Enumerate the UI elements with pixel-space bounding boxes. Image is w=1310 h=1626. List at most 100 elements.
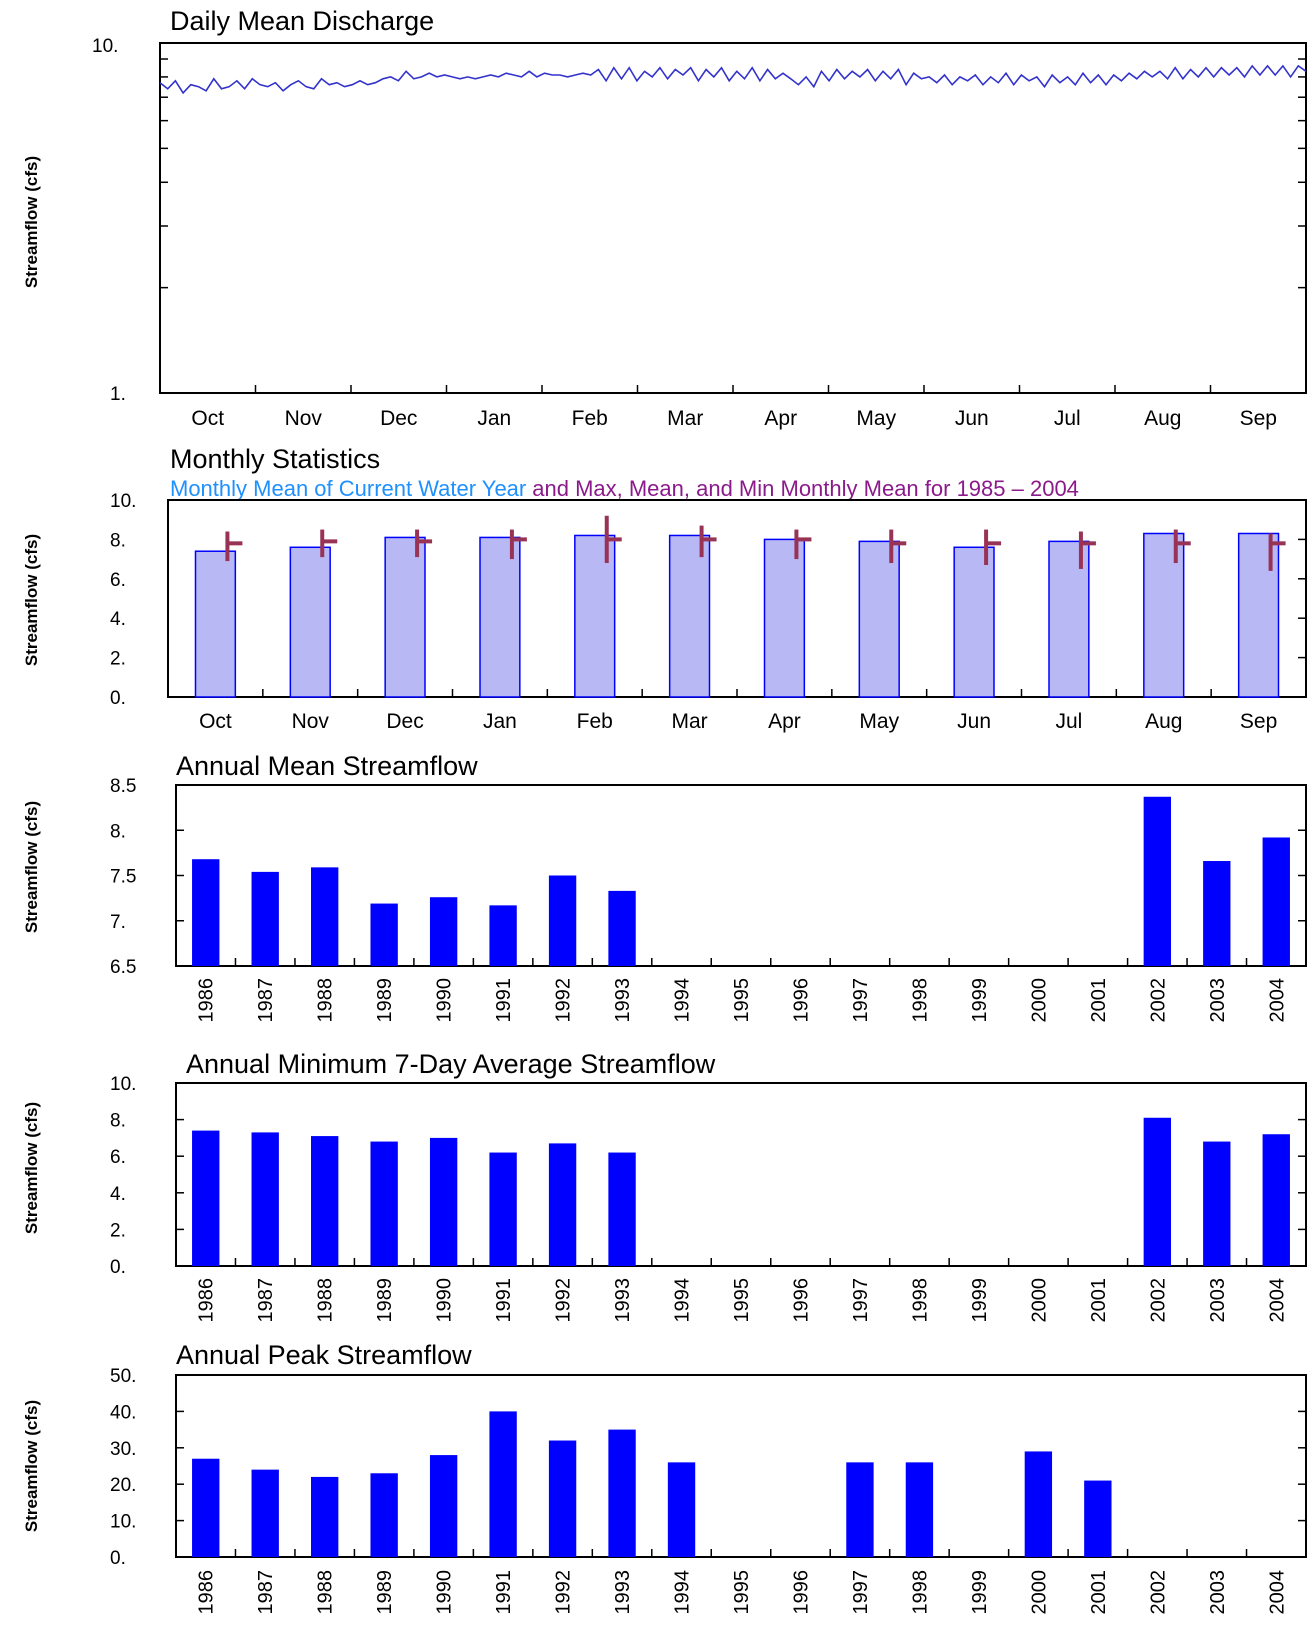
monthly-x-label-feb: Feb xyxy=(577,710,613,733)
monthly-statistics-bars xyxy=(194,532,1280,698)
daily-discharge-y-label: Streamflow (cfs) xyxy=(22,156,41,288)
annual-x-label-2002: 2002 xyxy=(1147,978,1169,1023)
daily-x-label-aug: Aug xyxy=(1144,407,1181,430)
annual-min7-ticks xyxy=(234,1258,1248,1266)
daily-discharge-title: Daily Mean Discharge xyxy=(170,6,434,36)
annual-x-label-1991: 1991 xyxy=(493,1570,515,1615)
monthly-x-label-apr: Apr xyxy=(768,710,801,733)
annual-bar-1994 xyxy=(667,1462,696,1557)
annual-x-label-1995: 1995 xyxy=(731,1278,753,1323)
monthly-bar-may xyxy=(858,540,900,698)
annual-ytick-2-: 2. xyxy=(110,1220,126,1241)
annual-x-label-2004: 2004 xyxy=(1266,978,1288,1023)
monthly-bar-jan xyxy=(479,536,521,698)
annual-x-label-2001: 2001 xyxy=(1088,1570,1110,1615)
annual-bar-1986 xyxy=(192,859,220,966)
annual-x-label-1995: 1995 xyxy=(731,978,753,1023)
annual-peak-plot-frame xyxy=(175,1374,1307,1558)
annual-x-label-1988: 1988 xyxy=(315,1278,337,1323)
annual-x-label-1993: 1993 xyxy=(612,978,634,1023)
annual-x-label-1987: 1987 xyxy=(255,978,277,1023)
annual-x-label-1996: 1996 xyxy=(790,978,812,1023)
annual-x-label-1994: 1994 xyxy=(672,1570,694,1615)
annual-bar-1987 xyxy=(251,1469,279,1557)
annual-x-label-1996: 1996 xyxy=(790,1278,812,1323)
annual-mean-y-ticks: 6.5 7. 7.5 8. 8.5 xyxy=(110,776,1306,978)
annual-peak-title: Annual Peak Streamflow xyxy=(176,1340,472,1370)
monthly-ytick-8-: 8. xyxy=(110,530,126,551)
annual-ytick-4-: 4. xyxy=(110,1184,126,1205)
monthly-x-label-aug: Aug xyxy=(1145,710,1182,733)
monthly-statistics-markers xyxy=(225,515,1286,571)
monthly-x-label-oct: Oct xyxy=(199,710,232,733)
daily-x-label-jun: Jun xyxy=(955,407,989,430)
annual-bar-1992 xyxy=(548,1440,577,1557)
annual-ytick-7-: 7. xyxy=(110,912,126,933)
annual-mean-ticks xyxy=(234,958,1248,966)
annual-x-label-2004: 2004 xyxy=(1266,1570,1288,1615)
annual-x-label-1989: 1989 xyxy=(374,978,396,1023)
annual-x-label-1989: 1989 xyxy=(374,1570,396,1615)
monthly-bar-jun xyxy=(953,546,995,698)
annual-x-label-1998: 1998 xyxy=(909,1570,931,1615)
annual-bar-1986 xyxy=(192,1458,220,1557)
annual-bar-1988 xyxy=(311,1476,339,1557)
annual-peak-y-label: Streamflow (cfs) xyxy=(22,1400,41,1532)
monthly-bar-dec xyxy=(384,536,426,698)
annual-x-label-1992: 1992 xyxy=(553,1570,575,1615)
annual-bar-1989 xyxy=(370,903,398,966)
annual-x-label-1998: 1998 xyxy=(909,1278,931,1323)
daily-discharge-plot-frame xyxy=(159,42,1307,394)
annual-bar-1993 xyxy=(608,1152,636,1266)
annual-mean-bars xyxy=(192,796,1290,966)
annual-ytick-10-: 10. xyxy=(110,1512,136,1533)
monthly-statistics-y-label: Streamflow (cfs) xyxy=(22,534,41,666)
annual-bar-2004 xyxy=(1262,837,1290,966)
monthly-ytick-10-: 10. xyxy=(110,491,136,512)
annual-bar-1992 xyxy=(548,875,577,966)
annual-x-label-2002: 2002 xyxy=(1147,1278,1169,1323)
annual-min7-title: Annual Minimum 7-Day Average Streamflow xyxy=(186,1049,716,1079)
annual-mean-plot-frame xyxy=(175,784,1307,967)
daily-x-label-apr: Apr xyxy=(764,407,797,430)
annual-ytick-8-: 8. xyxy=(110,1111,126,1132)
daily-discharge-panel: Daily Mean Discharge Streamflow (cfs) 10… xyxy=(22,6,1307,430)
annual-x-label-1988: 1988 xyxy=(315,978,337,1023)
annual-mean-y-label: Streamflow (cfs) xyxy=(22,801,41,933)
annual-ytick-40-: 40. xyxy=(110,1402,136,1423)
annual-x-label-1990: 1990 xyxy=(434,1570,456,1615)
annual-x-label-1994: 1994 xyxy=(672,1278,694,1323)
daily-discharge-x-labels: Oct Nov Dec Jan Feb Mar Apr May Jun Jul Aug Sep xyxy=(191,407,1277,430)
annual-x-label-1995: 1995 xyxy=(731,1570,753,1615)
annual-peak-ticks xyxy=(234,1549,1248,1557)
monthly-statistics-subtitle: Monthly Mean of Current Water Year and Ma… xyxy=(170,476,1079,501)
annual-min7-bars xyxy=(192,1117,1290,1266)
monthly-statistics-ticks xyxy=(262,689,1212,697)
annual-ytick-0-: 0. xyxy=(110,1548,126,1569)
annual-x-label-1991: 1991 xyxy=(493,1278,515,1323)
annual-x-label-1997: 1997 xyxy=(850,978,872,1023)
daily-ytick-bottom: 1. xyxy=(110,384,126,405)
annual-x-label-1999: 1999 xyxy=(969,1278,991,1323)
annual-ytick-6-5: 6.5 xyxy=(110,957,136,978)
annual-bar-1992 xyxy=(548,1143,577,1266)
annual-x-label-1996: 1996 xyxy=(790,1570,812,1615)
monthly-bar-oct xyxy=(194,550,237,698)
annual-ytick-7-5: 7.5 xyxy=(110,867,136,888)
daily-ytick-top: 10. xyxy=(92,36,118,57)
annual-x-label-1998: 1998 xyxy=(909,978,931,1023)
daily-x-label-jan: Jan xyxy=(477,407,511,430)
annual-bar-1991 xyxy=(489,1152,517,1266)
annual-ytick-30-: 30. xyxy=(110,1439,136,1460)
annual-bar-1987 xyxy=(251,871,279,966)
annual-mean-panel: Annual Mean Streamflow Streamflow (cfs) … xyxy=(22,751,1307,1023)
annual-bar-1990 xyxy=(429,1137,458,1266)
daily-x-label-sep: Sep xyxy=(1240,407,1277,430)
annual-x-label-1997: 1997 xyxy=(850,1570,872,1615)
annual-x-label-1986: 1986 xyxy=(196,1570,218,1615)
annual-x-label-1992: 1992 xyxy=(553,1278,575,1323)
monthly-ytick-4-: 4. xyxy=(110,609,126,630)
daily-x-label-oct: Oct xyxy=(191,407,224,430)
subtitle-period-stats: and Max, Mean, and Min Monthly Mean for … xyxy=(532,476,1079,501)
daily-x-label-jul: Jul xyxy=(1054,407,1081,430)
